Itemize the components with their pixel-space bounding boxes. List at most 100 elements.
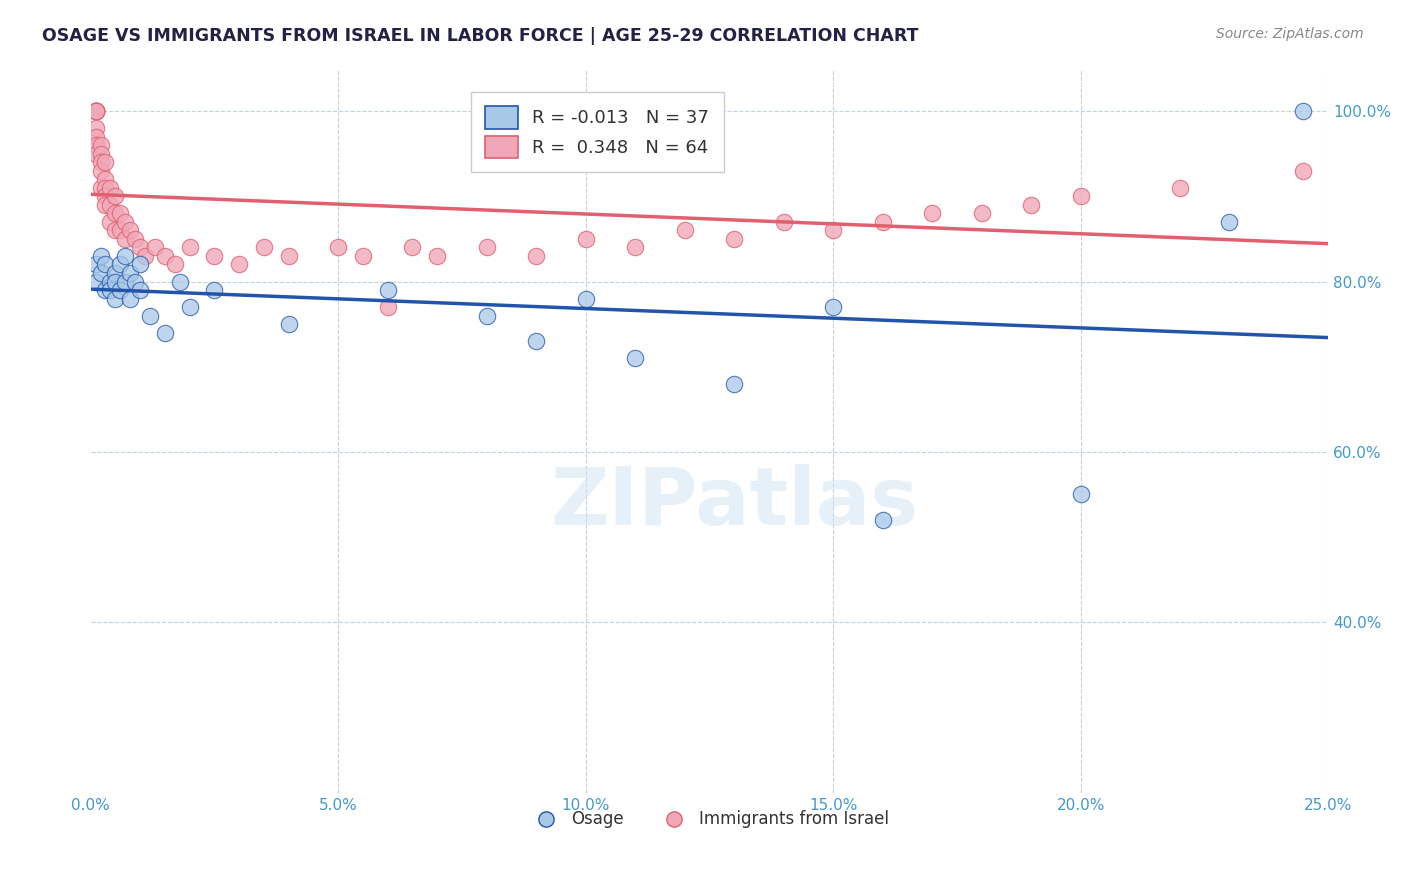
Point [104,223,127,237]
Point [110,283,132,297]
Point [723,376,745,391]
Point [426,249,449,263]
Point [575,232,598,246]
Point [377,300,399,314]
Point [1070,487,1092,501]
Point [110,223,132,237]
Point [114,249,136,263]
Point [100,181,122,195]
Point [1292,104,1315,119]
Point [202,283,225,297]
Point [84,129,107,144]
Point [114,215,136,229]
Point [89,146,111,161]
Point [401,240,423,254]
Point [94,155,117,169]
Point [1168,181,1191,195]
Point [169,275,191,289]
Point [277,249,299,263]
Point [114,275,136,289]
Point [110,206,132,220]
Point [475,309,498,323]
Point [110,257,132,271]
Point [253,240,276,254]
Point [94,198,117,212]
Point [124,275,146,289]
Point [94,257,117,271]
Point [84,138,107,153]
Point [970,206,993,220]
Point [104,275,127,289]
Point [120,223,142,237]
Point [524,249,547,263]
Point [673,223,696,237]
Point [129,257,152,271]
Point [84,104,107,119]
Point [104,206,127,220]
Point [872,215,894,229]
Point [377,283,399,297]
Point [104,266,127,280]
Y-axis label: In Labor Force | Age 25-29: In Labor Force | Age 25-29 [0,329,8,532]
Point [624,351,647,366]
Point [94,172,117,186]
Point [89,163,111,178]
Point [84,104,107,119]
Point [772,215,794,229]
Text: OSAGE VS IMMIGRANTS FROM ISRAEL IN LABOR FORCE | AGE 25-29 CORRELATION CHART: OSAGE VS IMMIGRANTS FROM ISRAEL IN LABOR… [42,27,918,45]
Point [153,249,176,263]
Point [120,266,142,280]
Point [89,266,111,280]
Point [124,232,146,246]
Point [163,257,186,271]
Point [84,104,107,119]
Text: ZIPatlas: ZIPatlas [550,464,918,542]
Point [89,155,111,169]
Point [100,198,122,212]
Point [921,206,943,220]
Point [89,249,111,263]
Point [326,240,349,254]
Point [624,240,647,254]
Point [84,257,107,271]
Point [100,283,122,297]
Point [1070,189,1092,203]
Point [143,240,166,254]
Point [723,232,745,246]
Point [352,249,374,263]
Point [202,249,225,263]
Point [104,189,127,203]
Point [89,138,111,153]
Point [134,249,156,263]
Point [84,104,107,119]
Point [823,223,845,237]
Point [120,292,142,306]
Point [277,317,299,331]
Point [153,326,176,340]
Point [475,240,498,254]
Text: Source: ZipAtlas.com: Source: ZipAtlas.com [1216,27,1364,41]
Point [100,275,122,289]
Point [575,292,598,306]
Point [129,283,152,297]
Point [114,232,136,246]
Point [129,240,152,254]
Point [84,146,107,161]
Point [179,300,201,314]
Legend: Osage, Immigrants from Israel: Osage, Immigrants from Israel [523,804,896,835]
Point [84,275,107,289]
Point [872,513,894,527]
Point [228,257,250,271]
Point [823,300,845,314]
Point [94,189,117,203]
Point [1019,198,1042,212]
Point [524,334,547,348]
Point [94,181,117,195]
Point [100,215,122,229]
Point [1292,163,1315,178]
Point [84,104,107,119]
Point [94,283,117,297]
Point [84,104,107,119]
Point [139,309,162,323]
Point [179,240,201,254]
